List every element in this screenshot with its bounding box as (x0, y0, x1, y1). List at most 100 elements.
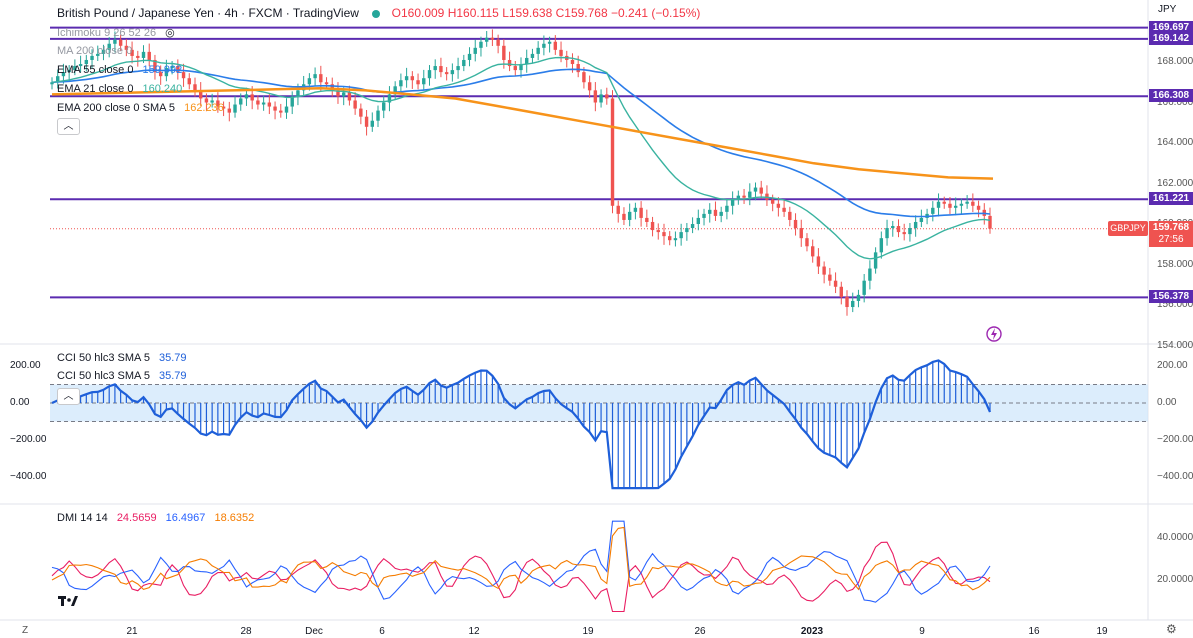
cci-legend-2[interactable]: CCI 50 hlc3 SMA 5 35.79 (57, 370, 187, 382)
corner-z-button[interactable]: Z (22, 625, 29, 636)
candle-body (679, 232, 683, 239)
candle-body (810, 246, 815, 257)
candle-body (873, 252, 878, 269)
candle-body (965, 201, 969, 204)
market-status-icon[interactable] (372, 9, 381, 18)
candle-body (593, 90, 598, 103)
candle-body (788, 211, 792, 220)
level-label: 166.308 (1149, 89, 1193, 103)
level-label: 169.697 (1149, 20, 1193, 34)
candle-body (639, 207, 643, 218)
candle-body (742, 195, 746, 198)
cci-tick-left: −200.00 (10, 434, 47, 445)
candle-body (284, 106, 289, 113)
adx-line (51, 526, 991, 591)
ohlc-open: O160.009 (391, 6, 445, 20)
candle-body (382, 102, 386, 111)
candle-body (439, 66, 443, 73)
candle-body (759, 187, 763, 194)
candle-body (427, 70, 432, 79)
indicator-ma200[interactable]: MA 200 close 0 (57, 45, 133, 57)
candle-body (256, 100, 260, 105)
ohlc-low: L159.638 (502, 6, 553, 20)
candle-body (96, 53, 100, 56)
candle-body (976, 205, 981, 210)
collapse-legend-button[interactable]: ︿ (57, 118, 80, 135)
candle-body (936, 201, 941, 208)
candle-body (376, 110, 380, 121)
candle-body (399, 80, 403, 87)
candle-body (570, 59, 575, 65)
candle-body (61, 72, 66, 77)
candle-body (239, 98, 243, 105)
level-label: 161.221 (1149, 192, 1193, 206)
collapse-cci-legend-button[interactable]: ︿ (57, 388, 80, 405)
candle-body (267, 102, 272, 107)
candle-body (868, 268, 872, 281)
level-label: 169.142 (1149, 31, 1193, 45)
time-tick-label: Dec (305, 626, 323, 637)
candle-body (279, 110, 283, 113)
symbol-title[interactable]: British Pound / Japanese Yen · 4h · FXCM… (57, 6, 359, 20)
ohlc-close: C159.768 (555, 6, 608, 20)
candle-body (210, 100, 214, 103)
candle-body (393, 86, 397, 95)
ohlc-high: H160.115 (447, 6, 499, 20)
candle-body (799, 228, 803, 239)
candle-body (507, 59, 512, 67)
indicator-ema55[interactable]: EMA 55 close 0 159.992 (57, 64, 183, 76)
candle-body (90, 55, 94, 60)
ema55-line (51, 68, 991, 218)
currency-label[interactable]: JPY (1158, 4, 1177, 15)
candle-body (793, 219, 798, 229)
dmi-tick-label: 40.0000 (1157, 532, 1193, 543)
candle-body (370, 120, 374, 127)
candle-body (896, 226, 901, 233)
dmi-series (51, 520, 991, 613)
candle-body (273, 106, 277, 111)
price-tick-label: 154.000 (1157, 339, 1193, 351)
indicator-ichimoku[interactable]: Ichimoku 9 26 52 26 ◎ (57, 27, 175, 39)
candle-body (124, 45, 129, 50)
tradingview-logo-icon[interactable] (58, 596, 78, 606)
candle-body (776, 203, 781, 208)
price-tick-label: 158.000 (1157, 258, 1193, 270)
candle-body (770, 199, 775, 204)
candle-body (130, 49, 134, 56)
candle-body (164, 68, 169, 77)
candle-body (444, 72, 449, 75)
candle-body (839, 286, 843, 297)
candle-body (856, 294, 861, 301)
candle-body (187, 78, 191, 85)
candle-body (616, 205, 620, 214)
time-tick-label: 19 (1096, 626, 1108, 637)
di-plus-line (51, 541, 991, 613)
time-tick-label: 16 (1028, 626, 1040, 637)
candle-body (673, 238, 678, 241)
candle-body (462, 59, 466, 67)
lightning-icon[interactable] (986, 326, 1002, 342)
candle-body (822, 266, 826, 275)
indicator-ema21[interactable]: EMA 21 close 0 160.240 (57, 83, 183, 95)
horizontal-levels[interactable] (50, 26, 1148, 299)
candle-body (891, 226, 895, 229)
candle-body (599, 94, 603, 103)
candle-body (730, 199, 735, 206)
candle-body (753, 187, 758, 192)
eye-icon[interactable]: ◎ (165, 27, 175, 39)
candle-body (67, 70, 71, 73)
price-tick-label: 162.000 (1157, 177, 1193, 189)
candle-body (422, 78, 426, 85)
cci-tick-left: 0.00 (10, 397, 30, 408)
settings-gear-icon[interactable]: ⚙ (1166, 622, 1177, 636)
indicator-ema200[interactable]: EMA 200 close 0 SMA 5 162.236 (57, 102, 224, 114)
cci-legend-1[interactable]: CCI 50 hlc3 SMA 5 35.79 (57, 352, 187, 364)
candle-body (496, 39, 500, 46)
candle-body (622, 213, 626, 220)
candle-body (147, 51, 151, 60)
candle-body (685, 228, 689, 233)
dmi-legend[interactable]: DMI 14 14 24.5659 16.4967 18.6352 (57, 512, 255, 524)
candle-body (341, 92, 346, 97)
candle-body (250, 94, 254, 101)
